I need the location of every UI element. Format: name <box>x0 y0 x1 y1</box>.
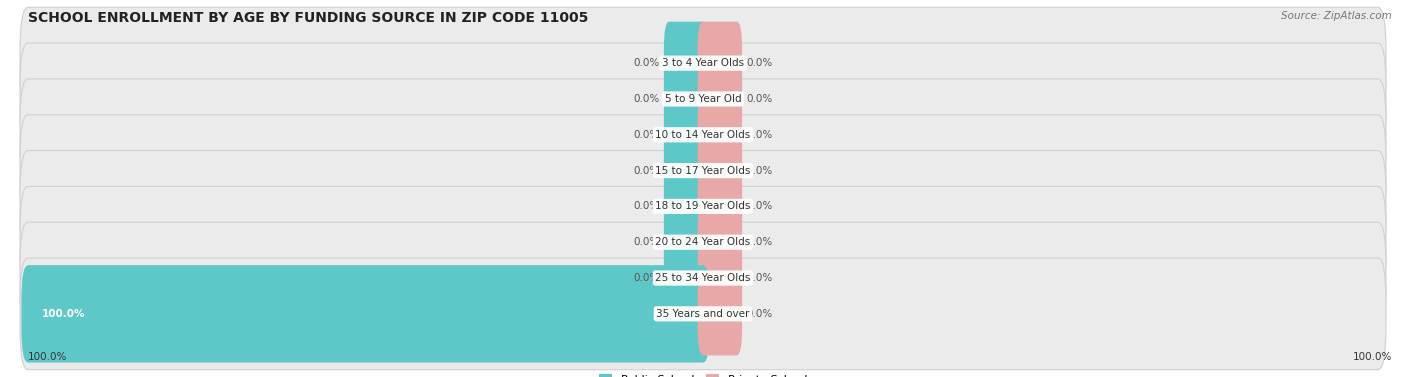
FancyBboxPatch shape <box>20 115 1386 227</box>
Legend: Public School, Private School: Public School, Private School <box>595 370 811 377</box>
Text: 35 Years and over: 35 Years and over <box>657 309 749 319</box>
FancyBboxPatch shape <box>697 93 742 176</box>
FancyBboxPatch shape <box>20 150 1386 262</box>
FancyBboxPatch shape <box>697 165 742 248</box>
Text: 25 to 34 Year Olds: 25 to 34 Year Olds <box>655 273 751 283</box>
FancyBboxPatch shape <box>664 57 709 141</box>
Text: 0.0%: 0.0% <box>633 237 659 247</box>
FancyBboxPatch shape <box>697 201 742 284</box>
FancyBboxPatch shape <box>20 258 1386 370</box>
FancyBboxPatch shape <box>664 21 709 105</box>
Text: 0.0%: 0.0% <box>747 309 773 319</box>
FancyBboxPatch shape <box>664 93 709 176</box>
Text: 100.0%: 100.0% <box>1353 352 1392 362</box>
FancyBboxPatch shape <box>697 21 742 105</box>
FancyBboxPatch shape <box>664 236 709 320</box>
Text: 0.0%: 0.0% <box>747 273 773 283</box>
Text: 20 to 24 Year Olds: 20 to 24 Year Olds <box>655 237 751 247</box>
Text: 0.0%: 0.0% <box>747 237 773 247</box>
FancyBboxPatch shape <box>664 165 709 248</box>
FancyBboxPatch shape <box>664 129 709 212</box>
Text: 0.0%: 0.0% <box>633 166 659 176</box>
FancyBboxPatch shape <box>20 7 1386 119</box>
Text: 100.0%: 100.0% <box>28 352 67 362</box>
Text: 0.0%: 0.0% <box>633 273 659 283</box>
FancyBboxPatch shape <box>20 43 1386 155</box>
FancyBboxPatch shape <box>20 186 1386 298</box>
FancyBboxPatch shape <box>697 236 742 320</box>
Text: 0.0%: 0.0% <box>747 201 773 211</box>
Text: 0.0%: 0.0% <box>633 130 659 140</box>
Text: 5 to 9 Year Old: 5 to 9 Year Old <box>665 94 741 104</box>
Text: 3 to 4 Year Olds: 3 to 4 Year Olds <box>662 58 744 68</box>
Text: 100.0%: 100.0% <box>42 309 86 319</box>
FancyBboxPatch shape <box>20 222 1386 334</box>
FancyBboxPatch shape <box>697 272 742 356</box>
FancyBboxPatch shape <box>664 201 709 284</box>
FancyBboxPatch shape <box>697 57 742 141</box>
Text: 15 to 17 Year Olds: 15 to 17 Year Olds <box>655 166 751 176</box>
Text: 0.0%: 0.0% <box>633 58 659 68</box>
Text: 0.0%: 0.0% <box>633 201 659 211</box>
Text: 10 to 14 Year Olds: 10 to 14 Year Olds <box>655 130 751 140</box>
Text: 0.0%: 0.0% <box>747 94 773 104</box>
Text: SCHOOL ENROLLMENT BY AGE BY FUNDING SOURCE IN ZIP CODE 11005: SCHOOL ENROLLMENT BY AGE BY FUNDING SOUR… <box>28 11 589 25</box>
Text: 0.0%: 0.0% <box>747 58 773 68</box>
Text: Source: ZipAtlas.com: Source: ZipAtlas.com <box>1281 11 1392 21</box>
FancyBboxPatch shape <box>697 129 742 212</box>
Text: 18 to 19 Year Olds: 18 to 19 Year Olds <box>655 201 751 211</box>
Text: 0.0%: 0.0% <box>747 166 773 176</box>
Text: 0.0%: 0.0% <box>747 130 773 140</box>
FancyBboxPatch shape <box>20 79 1386 191</box>
FancyBboxPatch shape <box>21 265 710 363</box>
Text: 0.0%: 0.0% <box>633 94 659 104</box>
